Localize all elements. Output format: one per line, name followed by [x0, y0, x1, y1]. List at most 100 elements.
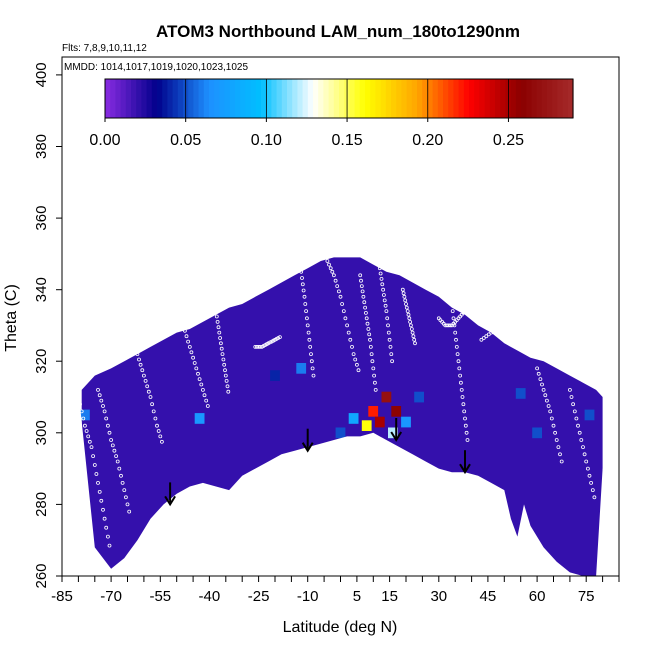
flight-track-point — [343, 316, 348, 321]
flight-track-point — [199, 382, 204, 387]
colorbar-cell — [151, 79, 158, 118]
colorbar-cell — [214, 79, 220, 118]
flight-track-point — [107, 543, 112, 548]
flight-track-point — [371, 366, 376, 371]
flight-track-point — [479, 337, 484, 342]
flight-track-point — [146, 389, 151, 394]
flight-track-point — [335, 284, 340, 289]
colorbar-tick-label: 0.25 — [493, 132, 524, 149]
flight-track-point — [89, 445, 94, 450]
dates-note: MMDD: 1014,1017,1019,1020,1023,1025 — [64, 62, 248, 73]
flight-track-point — [407, 316, 412, 321]
flight-track-point — [101, 507, 105, 512]
flight-track-point — [454, 337, 458, 342]
flight-track-point — [385, 316, 390, 321]
colorbar-cell — [141, 79, 148, 118]
flight-track-point — [303, 302, 308, 306]
flight-track-point — [543, 393, 548, 398]
colorbar-cell — [219, 79, 226, 118]
colorbar-cell — [380, 79, 387, 118]
colorbar-cell — [463, 79, 470, 118]
flight-track-point — [452, 323, 457, 328]
colorbar-cell — [354, 79, 361, 118]
flight-track-point — [364, 316, 369, 321]
flight-track-point — [226, 389, 231, 394]
colorbar-cell — [292, 79, 298, 118]
colorbar-cell — [469, 79, 475, 118]
flight-track-point — [400, 287, 405, 292]
flight-track-point — [551, 423, 556, 428]
flight-track-point — [102, 516, 107, 521]
flight-track-point — [546, 404, 551, 408]
x-tick-label: 60 — [529, 588, 546, 605]
flight-track-point — [540, 382, 544, 387]
colorbar-cell — [313, 79, 319, 118]
flight-track-point — [104, 525, 109, 530]
flight-track-point — [449, 302, 454, 306]
flight-track-point — [481, 336, 486, 340]
flight-track-point — [587, 473, 592, 478]
flight-track-point — [373, 387, 378, 392]
colorbar-cell — [136, 79, 142, 118]
flight-track-point — [558, 452, 562, 457]
heatmap-cell — [414, 391, 424, 403]
flight-track-point — [205, 404, 210, 408]
flight-track-point — [402, 294, 407, 299]
colorbar-cell — [146, 79, 153, 118]
flight-track-point — [354, 362, 359, 367]
colorbar-cell — [437, 79, 444, 118]
colorbar-cell — [510, 79, 517, 118]
flight-track-point — [351, 352, 356, 357]
flight-track-point — [148, 395, 153, 399]
flight-track-point — [350, 344, 354, 349]
flight-track-point — [219, 346, 224, 351]
colorbar-cell — [541, 79, 548, 118]
flight-track-point — [384, 309, 389, 314]
flight-track-point — [571, 402, 575, 407]
flight-track-point — [360, 289, 365, 294]
flight-track-point — [365, 321, 370, 326]
colorbar-cell — [255, 79, 262, 118]
x-axis-label: Latitude (deg N) — [283, 619, 398, 636]
flight-track-point — [494, 327, 499, 331]
colorbar-cell — [365, 79, 371, 118]
colorbar-cell — [297, 79, 304, 118]
flight-track-point — [369, 352, 374, 357]
flight-track-point — [200, 387, 205, 392]
flight-track-point — [536, 371, 541, 376]
flight-track-point — [535, 366, 539, 371]
flight-track-point — [366, 327, 371, 331]
flight-track-point — [456, 359, 461, 364]
x-tick-label: -25 — [248, 588, 270, 605]
colorbar-cell — [417, 79, 423, 118]
flight-track-point — [568, 387, 572, 392]
colorbar-cell — [281, 79, 288, 118]
colorbar-cell — [307, 79, 314, 118]
arrow-head — [459, 463, 471, 475]
colorbar-cell — [339, 79, 345, 118]
flight-track-point — [101, 404, 105, 408]
flight-track-point — [106, 534, 110, 539]
flight-track-point — [378, 271, 383, 276]
flight-track-point — [506, 318, 511, 323]
colorbar-cell — [495, 79, 501, 118]
flight-track-point — [380, 282, 385, 287]
flight-track-point — [491, 328, 496, 333]
colorbar-tick-label: 0.00 — [89, 132, 120, 149]
flight-track-point — [104, 416, 109, 421]
floor-mask — [62, 389, 619, 576]
y-axis: 260 280 300 320 340 360 380 400 — [33, 62, 62, 589]
flight-track-point — [411, 334, 416, 339]
colorbar-cell — [391, 79, 397, 118]
flight-track-point — [214, 309, 218, 314]
flight-track-point — [138, 362, 143, 367]
flight-track-point — [408, 319, 413, 324]
flight-track-point — [361, 294, 366, 299]
flight-track-point — [310, 366, 315, 371]
flight-track-point — [187, 344, 192, 349]
heatmap-cell — [368, 406, 379, 417]
x-tick-label: 30 — [430, 588, 447, 605]
flight-track-point — [464, 430, 469, 435]
y-axis-label: Theta (C) — [3, 284, 20, 352]
